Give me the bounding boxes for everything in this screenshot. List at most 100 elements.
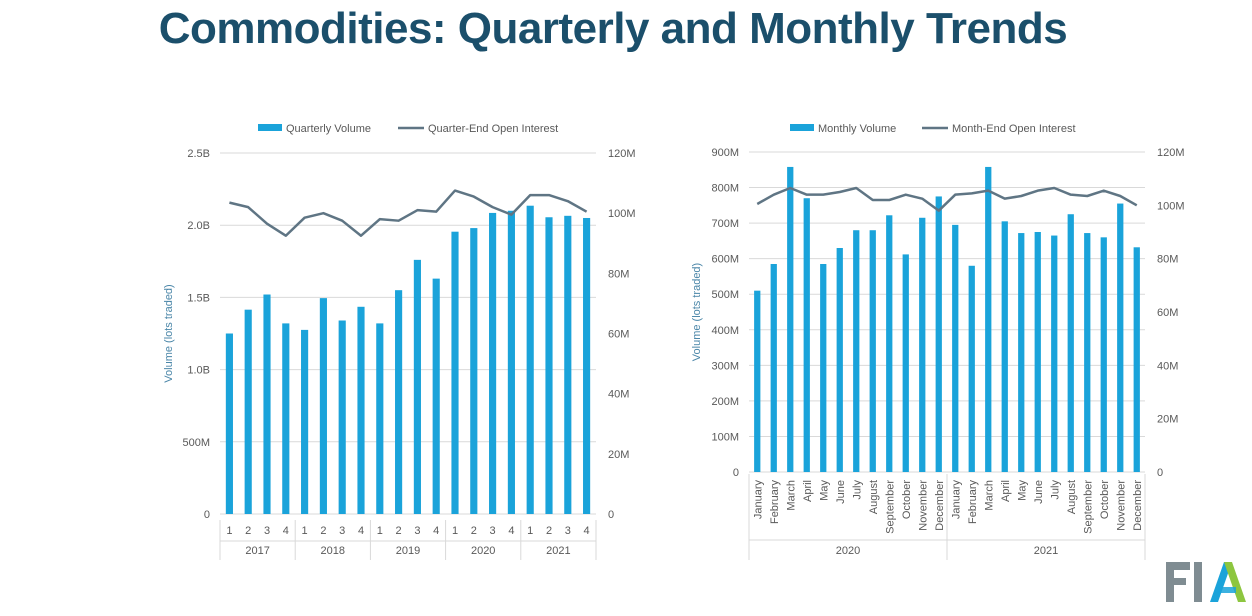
m-x-tick-label: April xyxy=(1000,480,1012,502)
q-y2-tick-label: 40M xyxy=(608,389,629,401)
m-bar xyxy=(1133,247,1140,472)
m-x-tick-label: January xyxy=(752,480,764,520)
m-bar xyxy=(803,198,810,472)
q-bar xyxy=(282,323,290,514)
m-legend-bar-swatch xyxy=(790,124,814,131)
q-x-tick-label: 1 xyxy=(226,525,232,537)
q-bar xyxy=(545,217,553,514)
q-y2-tick-label: 120M xyxy=(608,148,636,160)
m-x-tick-label: October xyxy=(1099,480,1111,519)
q-y-tick-label: 500M xyxy=(182,437,210,449)
m-x-tick-label: July xyxy=(851,480,863,500)
m-x-tick-label: April xyxy=(802,480,814,502)
q-bar xyxy=(301,329,309,514)
m-legend-line-label: Month-End Open Interest xyxy=(952,123,1076,135)
q-bar xyxy=(489,212,497,514)
q-bar xyxy=(526,205,534,514)
m-bar xyxy=(1051,235,1058,472)
q-x-tick-label: 3 xyxy=(490,525,496,537)
quarterly-chart: 0500M1.0B1.5B2.0B2.5B020M40M60M80M100M12… xyxy=(163,123,636,560)
m-y2-tick-label: 100M xyxy=(1157,200,1185,212)
m-y-tick-label: 500M xyxy=(711,289,739,301)
m-x-tick-label: July xyxy=(1049,480,1061,500)
m-x-tick-label: December xyxy=(1132,480,1144,531)
q-legend-bar-swatch xyxy=(258,124,282,131)
q-bar xyxy=(432,278,440,514)
m-x-tick-label: November xyxy=(1115,480,1127,531)
m-y-tick-label: 100M xyxy=(711,431,739,443)
m-bar xyxy=(1018,233,1025,472)
q-group-label: 2021 xyxy=(546,545,570,557)
m-y2-tick-label: 60M xyxy=(1157,307,1178,319)
q-group-label: 2017 xyxy=(245,545,269,557)
q-x-tick-label: 1 xyxy=(377,525,383,537)
m-x-tick-label: August xyxy=(868,480,880,514)
q-x-tick-label: 2 xyxy=(396,525,402,537)
m-bar xyxy=(1084,233,1091,472)
m-x-tick-label: May xyxy=(1016,480,1028,501)
m-bar xyxy=(1034,232,1041,472)
m-bar xyxy=(820,264,827,472)
m-bar xyxy=(836,248,843,472)
fia-logo xyxy=(1166,562,1246,602)
m-bar xyxy=(869,230,876,472)
m-y2-tick-label: 20M xyxy=(1157,414,1178,426)
m-x-tick-label: May xyxy=(818,480,830,501)
m-x-tick-label: June xyxy=(835,480,847,504)
m-bar xyxy=(886,215,893,473)
q-y2-tick-label: 100M xyxy=(608,208,636,220)
q-x-tick-label: 4 xyxy=(584,525,590,537)
m-bar xyxy=(1117,203,1124,473)
m-x-tick-label: February xyxy=(967,480,979,525)
m-x-tick-label: February xyxy=(769,480,781,525)
m-group-label: 2021 xyxy=(1034,545,1058,557)
q-x-tick-label: 1 xyxy=(527,525,533,537)
q-x-tick-label: 4 xyxy=(283,525,289,537)
m-x-tick-label: August xyxy=(1066,480,1078,514)
q-x-tick-label: 4 xyxy=(433,525,439,537)
q-open-interest-line xyxy=(229,189,588,237)
m-y-tick-label: 400M xyxy=(711,325,739,337)
q-y-tick-label: 1.5B xyxy=(187,292,210,304)
q-y2-tick-label: 0 xyxy=(608,509,614,521)
m-y-tick-label: 600M xyxy=(711,254,739,266)
q-bar xyxy=(564,215,572,514)
q-x-tick-label: 3 xyxy=(414,525,420,537)
m-bar xyxy=(919,217,926,472)
q-y-tick-label: 1.0B xyxy=(187,365,210,377)
m-y-axis-title: Volume (lots traded) xyxy=(691,263,703,361)
q-y-tick-label: 2.5B xyxy=(187,148,210,160)
m-y-tick-label: 200M xyxy=(711,396,739,408)
m-y2-tick-label: 80M xyxy=(1157,254,1178,266)
m-y2-tick-label: 40M xyxy=(1157,360,1178,372)
page-title: Commodities: Quarterly and Monthly Trend… xyxy=(158,4,1068,53)
q-group-label: 2020 xyxy=(471,545,495,557)
m-group-label: 2020 xyxy=(836,545,860,557)
q-y2-tick-label: 80M xyxy=(608,268,629,280)
m-x-tick-label: October xyxy=(901,480,913,519)
q-bar xyxy=(263,294,271,514)
m-x-tick-label: December xyxy=(934,480,946,531)
m-bar xyxy=(787,166,794,472)
q-bar xyxy=(470,228,478,514)
m-bar xyxy=(902,254,909,472)
m-y-tick-label: 800M xyxy=(711,183,739,195)
q-bar xyxy=(395,290,403,514)
m-x-tick-label: March xyxy=(983,480,995,511)
m-legend-bar-label: Monthly Volume xyxy=(818,123,896,135)
m-x-tick-label: September xyxy=(1082,480,1094,534)
q-x-tick-label: 2 xyxy=(245,525,251,537)
q-bar xyxy=(413,259,421,514)
m-y-tick-label: 900M xyxy=(711,147,739,159)
q-x-tick-label: 3 xyxy=(264,525,270,537)
q-x-tick-label: 2 xyxy=(471,525,477,537)
m-bar xyxy=(770,264,777,472)
m-bar xyxy=(853,230,860,472)
m-bar xyxy=(985,166,992,472)
q-y2-tick-label: 20M xyxy=(608,449,629,461)
q-y2-tick-label: 60M xyxy=(608,329,629,341)
m-bar xyxy=(935,196,942,472)
q-group-label: 2019 xyxy=(396,545,420,557)
m-open-interest-line xyxy=(756,186,1138,212)
q-bar xyxy=(319,298,327,514)
